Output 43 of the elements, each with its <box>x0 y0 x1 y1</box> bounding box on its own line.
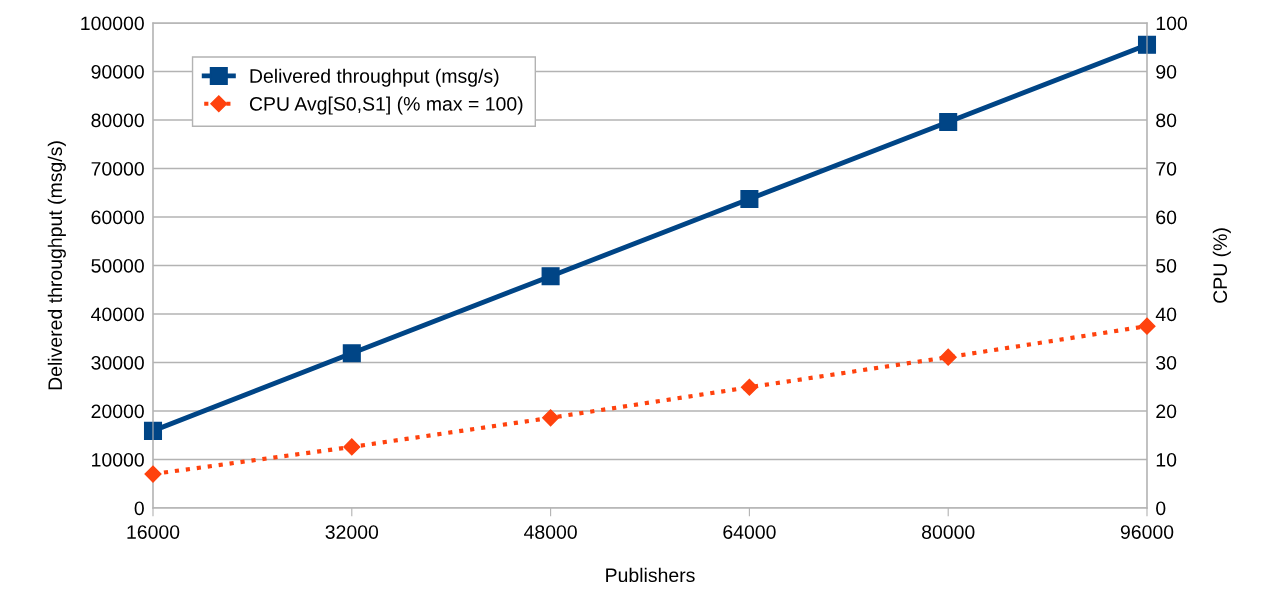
point <box>342 344 361 363</box>
y2-axis-title: CPU (%) <box>1212 228 1231 303</box>
y-tick-label: 100000 <box>81 16 144 31</box>
x-axis-title: Publishers <box>606 567 695 583</box>
y2-tick-label: 30 <box>1156 355 1177 370</box>
point <box>939 348 957 366</box>
x-tick-label: 32000 <box>325 525 379 539</box>
point <box>939 112 958 131</box>
legend-label: CPU Avg[S0,S1] (% max = 100) <box>249 96 523 115</box>
y2-tick-label: 10 <box>1156 452 1177 467</box>
y2-tick-label: 90 <box>1156 64 1177 79</box>
point <box>542 409 560 427</box>
point <box>1138 317 1156 335</box>
legend-label: Delivered throughput (msg/s) <box>250 68 499 87</box>
x-tick-label: 16000 <box>127 525 180 539</box>
point <box>144 465 162 483</box>
y2-tick-label: 20 <box>1156 404 1177 419</box>
point <box>740 190 759 209</box>
y-axis-title: Delivered throughput (msg/s) <box>47 141 66 390</box>
x-tick-label: 96000 <box>1120 525 1174 539</box>
y-tick-label: 90000 <box>91 64 144 79</box>
y-tick-label: 80000 <box>91 113 144 128</box>
y2-tick-label: 100 <box>1156 16 1188 31</box>
y-tick-label: 40000 <box>91 307 144 322</box>
y2-tick-label: 50 <box>1156 258 1177 273</box>
y2-tick-label: 80 <box>1156 113 1177 128</box>
x-tick-label: 48000 <box>524 525 577 539</box>
x-tick-label: 80000 <box>922 525 975 539</box>
y-tick-label: 0 <box>134 501 144 516</box>
y-tick-label: 30000 <box>91 355 144 370</box>
y2-tick-label: 60 <box>1156 210 1177 225</box>
point <box>541 267 560 286</box>
point <box>343 438 361 456</box>
y-tick-label: 60000 <box>91 210 144 225</box>
y2-tick-label: 0 <box>1156 501 1166 516</box>
y-tick-label: 50000 <box>91 258 144 273</box>
y-tick-label: 70000 <box>91 161 144 176</box>
x-tick-label: 64000 <box>723 525 776 539</box>
y2-tick-label: 70 <box>1156 161 1177 176</box>
point <box>740 378 758 396</box>
y-tick-label: 10000 <box>92 452 144 467</box>
y2-tick-label: 40 <box>1155 307 1177 322</box>
y-tick-label: 20000 <box>91 404 144 419</box>
